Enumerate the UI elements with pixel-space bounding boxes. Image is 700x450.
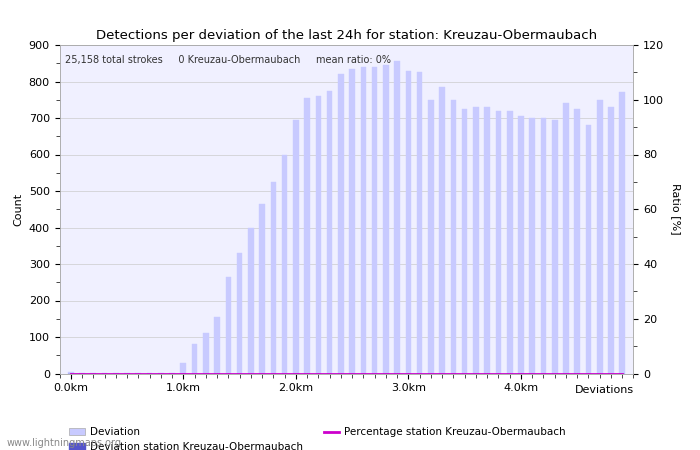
Percentage station Kreuzau-Obermaubach — [562, 371, 570, 376]
Percentage station Kreuzau-Obermaubach — [269, 371, 277, 376]
Text: 25,158 total strokes     0 Kreuzau-Obermaubach     mean ratio: 0%: 25,158 total strokes 0 Kreuzau-Obermauba… — [65, 55, 391, 65]
Bar — [608, 107, 614, 374]
Percentage station Kreuzau-Obermaubach — [528, 371, 536, 376]
Bar — [575, 109, 580, 373]
Bar — [338, 74, 344, 373]
Percentage station Kreuzau-Obermaubach — [89, 371, 97, 376]
Y-axis label: Count: Count — [13, 193, 23, 226]
Bar — [68, 372, 74, 374]
Percentage station Kreuzau-Obermaubach — [190, 371, 199, 376]
Y-axis label: Ratio [%]: Ratio [%] — [671, 184, 681, 235]
Percentage station Kreuzau-Obermaubach — [337, 371, 345, 376]
Title: Detections per deviation of the last 24h for station: Kreuzau-Obermaubach: Detections per deviation of the last 24h… — [96, 29, 597, 42]
Percentage station Kreuzau-Obermaubach — [438, 371, 447, 376]
Percentage station Kreuzau-Obermaubach — [303, 371, 312, 376]
Bar — [383, 65, 389, 374]
Percentage station Kreuzau-Obermaubach — [224, 371, 232, 376]
Percentage station Kreuzau-Obermaubach — [607, 371, 615, 376]
Percentage station Kreuzau-Obermaubach — [111, 371, 120, 376]
Text: Deviations: Deviations — [575, 385, 634, 395]
Bar — [416, 72, 423, 373]
Bar — [462, 109, 468, 373]
Bar — [564, 104, 569, 374]
Percentage station Kreuzau-Obermaubach — [494, 371, 503, 376]
Percentage station Kreuzau-Obermaubach — [246, 371, 255, 376]
Text: www.lightningmaps.org: www.lightningmaps.org — [7, 438, 122, 448]
Percentage station Kreuzau-Obermaubach — [134, 371, 143, 376]
Bar — [327, 90, 332, 374]
Bar — [237, 253, 242, 374]
Percentage station Kreuzau-Obermaubach — [213, 371, 221, 376]
Percentage station Kreuzau-Obermaubach — [472, 371, 480, 376]
Bar — [360, 67, 366, 374]
Percentage station Kreuzau-Obermaubach — [416, 371, 424, 376]
Percentage station Kreuzau-Obermaubach — [382, 371, 390, 376]
Percentage station Kreuzau-Obermaubach — [370, 371, 379, 376]
Percentage station Kreuzau-Obermaubach — [449, 371, 458, 376]
Percentage station Kreuzau-Obermaubach — [146, 371, 154, 376]
Bar — [597, 100, 603, 374]
Percentage station Kreuzau-Obermaubach — [100, 371, 108, 376]
Percentage station Kreuzau-Obermaubach — [584, 371, 593, 376]
Bar — [214, 317, 220, 373]
Percentage station Kreuzau-Obermaubach — [359, 371, 368, 376]
Percentage station Kreuzau-Obermaubach — [596, 371, 604, 376]
Percentage station Kreuzau-Obermaubach — [517, 371, 525, 376]
Percentage station Kreuzau-Obermaubach — [202, 371, 210, 376]
Percentage station Kreuzau-Obermaubach — [348, 371, 356, 376]
Bar — [451, 100, 456, 374]
Bar — [428, 100, 434, 374]
Percentage station Kreuzau-Obermaubach — [539, 371, 547, 376]
Bar — [349, 69, 355, 374]
Bar — [203, 333, 209, 374]
Bar — [405, 71, 411, 374]
Bar — [518, 116, 524, 374]
Bar — [248, 228, 253, 374]
Percentage station Kreuzau-Obermaubach — [235, 371, 244, 376]
Bar — [620, 92, 625, 374]
Percentage station Kreuzau-Obermaubach — [505, 371, 514, 376]
Percentage station Kreuzau-Obermaubach — [281, 371, 289, 376]
Percentage station Kreuzau-Obermaubach — [78, 371, 86, 376]
Bar — [304, 98, 310, 374]
Percentage station Kreuzau-Obermaubach — [122, 371, 131, 376]
Bar — [529, 118, 535, 374]
Percentage station Kreuzau-Obermaubach — [292, 371, 300, 376]
Percentage station Kreuzau-Obermaubach — [461, 371, 469, 376]
Bar — [270, 182, 276, 374]
Bar — [496, 111, 501, 374]
Percentage station Kreuzau-Obermaubach — [550, 371, 559, 376]
Bar — [282, 154, 288, 374]
Bar — [192, 344, 197, 374]
Bar — [440, 87, 445, 374]
Bar — [586, 125, 592, 374]
Bar — [552, 120, 557, 374]
Bar — [484, 107, 490, 374]
Percentage station Kreuzau-Obermaubach — [314, 371, 323, 376]
Percentage station Kreuzau-Obermaubach — [179, 371, 188, 376]
Percentage station Kreuzau-Obermaubach — [168, 371, 176, 376]
Legend: Deviation, Deviation station Kreuzau-Obermaubach, Percentage station Kreuzau-Obe: Deviation, Deviation station Kreuzau-Obe… — [64, 423, 570, 450]
Bar — [540, 118, 546, 374]
Percentage station Kreuzau-Obermaubach — [326, 371, 334, 376]
Bar — [293, 120, 299, 374]
Percentage station Kreuzau-Obermaubach — [573, 371, 582, 376]
Bar — [372, 67, 377, 374]
Bar — [507, 111, 512, 374]
Bar — [225, 277, 231, 374]
Bar — [259, 204, 265, 374]
Bar — [316, 96, 321, 374]
Percentage station Kreuzau-Obermaubach — [157, 371, 165, 376]
Bar — [181, 363, 186, 374]
Percentage station Kreuzau-Obermaubach — [66, 371, 75, 376]
Bar — [394, 62, 400, 374]
Percentage station Kreuzau-Obermaubach — [427, 371, 435, 376]
Percentage station Kreuzau-Obermaubach — [618, 371, 626, 376]
Percentage station Kreuzau-Obermaubach — [258, 371, 266, 376]
Percentage station Kreuzau-Obermaubach — [483, 371, 491, 376]
Percentage station Kreuzau-Obermaubach — [393, 371, 401, 376]
Percentage station Kreuzau-Obermaubach — [404, 371, 412, 376]
Bar — [473, 107, 479, 374]
